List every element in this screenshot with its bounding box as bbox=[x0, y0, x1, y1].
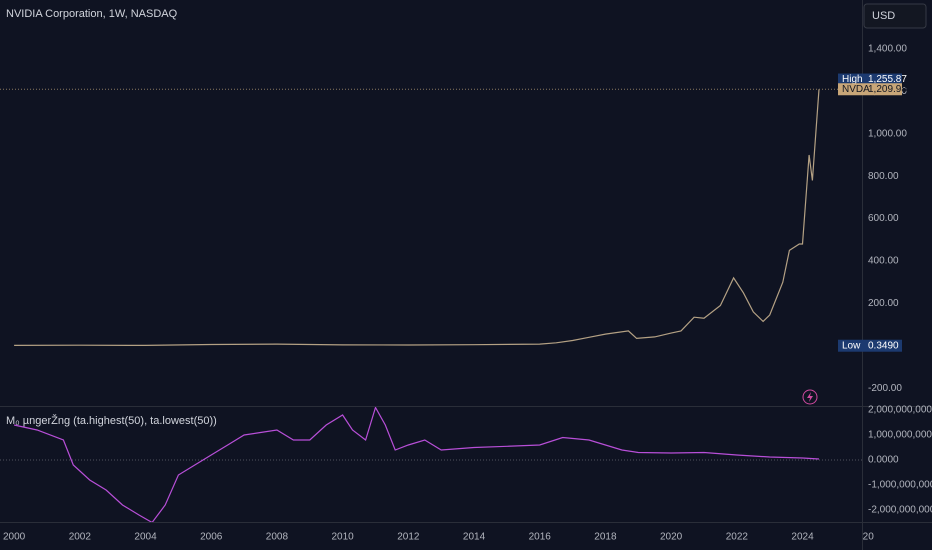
x-tick-label: 2006 bbox=[200, 532, 223, 543]
y-tick-label: 0.0000 bbox=[868, 455, 899, 466]
y-tick-label: -200.00 bbox=[868, 383, 902, 394]
chart-title: NVIDIA Corporation, 1W, NASDAQ bbox=[6, 8, 178, 20]
y-tick-label: 2,000,000,000.00 bbox=[868, 405, 932, 416]
price-marker-box bbox=[838, 83, 902, 96]
price-marker-value: 1,209.98 bbox=[868, 84, 907, 95]
price-marker-name: High bbox=[842, 74, 863, 85]
price-marker-name: NVDA bbox=[842, 84, 870, 95]
price-marker-box bbox=[838, 73, 902, 86]
alert-icon[interactable] bbox=[802, 389, 818, 405]
x-tick-label: 2008 bbox=[266, 532, 289, 543]
x-tick-label: 2020 bbox=[660, 532, 683, 543]
currency-button[interactable] bbox=[863, 3, 927, 29]
currency-label: USD bbox=[872, 10, 895, 22]
y-tick-label: -2,000,000,000.00 bbox=[868, 505, 932, 516]
x-tick-label: 2000 bbox=[3, 532, 26, 543]
price-marker-value: 0.3490 bbox=[868, 340, 899, 351]
price-marker-name: Low bbox=[842, 340, 861, 351]
x-tick-label: 2014 bbox=[463, 532, 486, 543]
y-tick-label: 1,000,000,000.00 bbox=[868, 430, 932, 441]
x-tick-label: 2010 bbox=[332, 532, 355, 543]
x-tick-label: 2004 bbox=[134, 532, 157, 543]
y-tick-label: 1,000.00 bbox=[868, 128, 907, 139]
x-tick-label: 2002 bbox=[69, 532, 92, 543]
x-tick-label: 2018 bbox=[594, 532, 617, 543]
alert-icon-bolt bbox=[807, 392, 813, 402]
x-tick-label: 2024 bbox=[791, 532, 814, 543]
series-line bbox=[14, 89, 820, 347]
y-tick-label: 200.00 bbox=[868, 298, 899, 309]
x-tick-label: 20 bbox=[863, 532, 875, 543]
indicator-title: M₀ µngerŽng (ta.highest(50), ta.lowest(5… bbox=[6, 414, 217, 427]
price-marker-box bbox=[838, 339, 902, 352]
series-line bbox=[13, 407, 820, 522]
y-tick-label: 800.00 bbox=[868, 171, 899, 182]
x-tick-label: 2016 bbox=[529, 532, 552, 543]
y-tick-label: 600.00 bbox=[868, 213, 899, 224]
y-tick-label: -1,000,000,000.00 bbox=[868, 480, 932, 491]
price-marker-value: 1,255.87 bbox=[868, 74, 907, 85]
x-tick-label: 2022 bbox=[726, 532, 749, 543]
y-tick-label: 1,400.00 bbox=[868, 44, 907, 55]
y-tick-label: 400.00 bbox=[868, 256, 899, 267]
x-tick-label: 2012 bbox=[397, 532, 420, 543]
